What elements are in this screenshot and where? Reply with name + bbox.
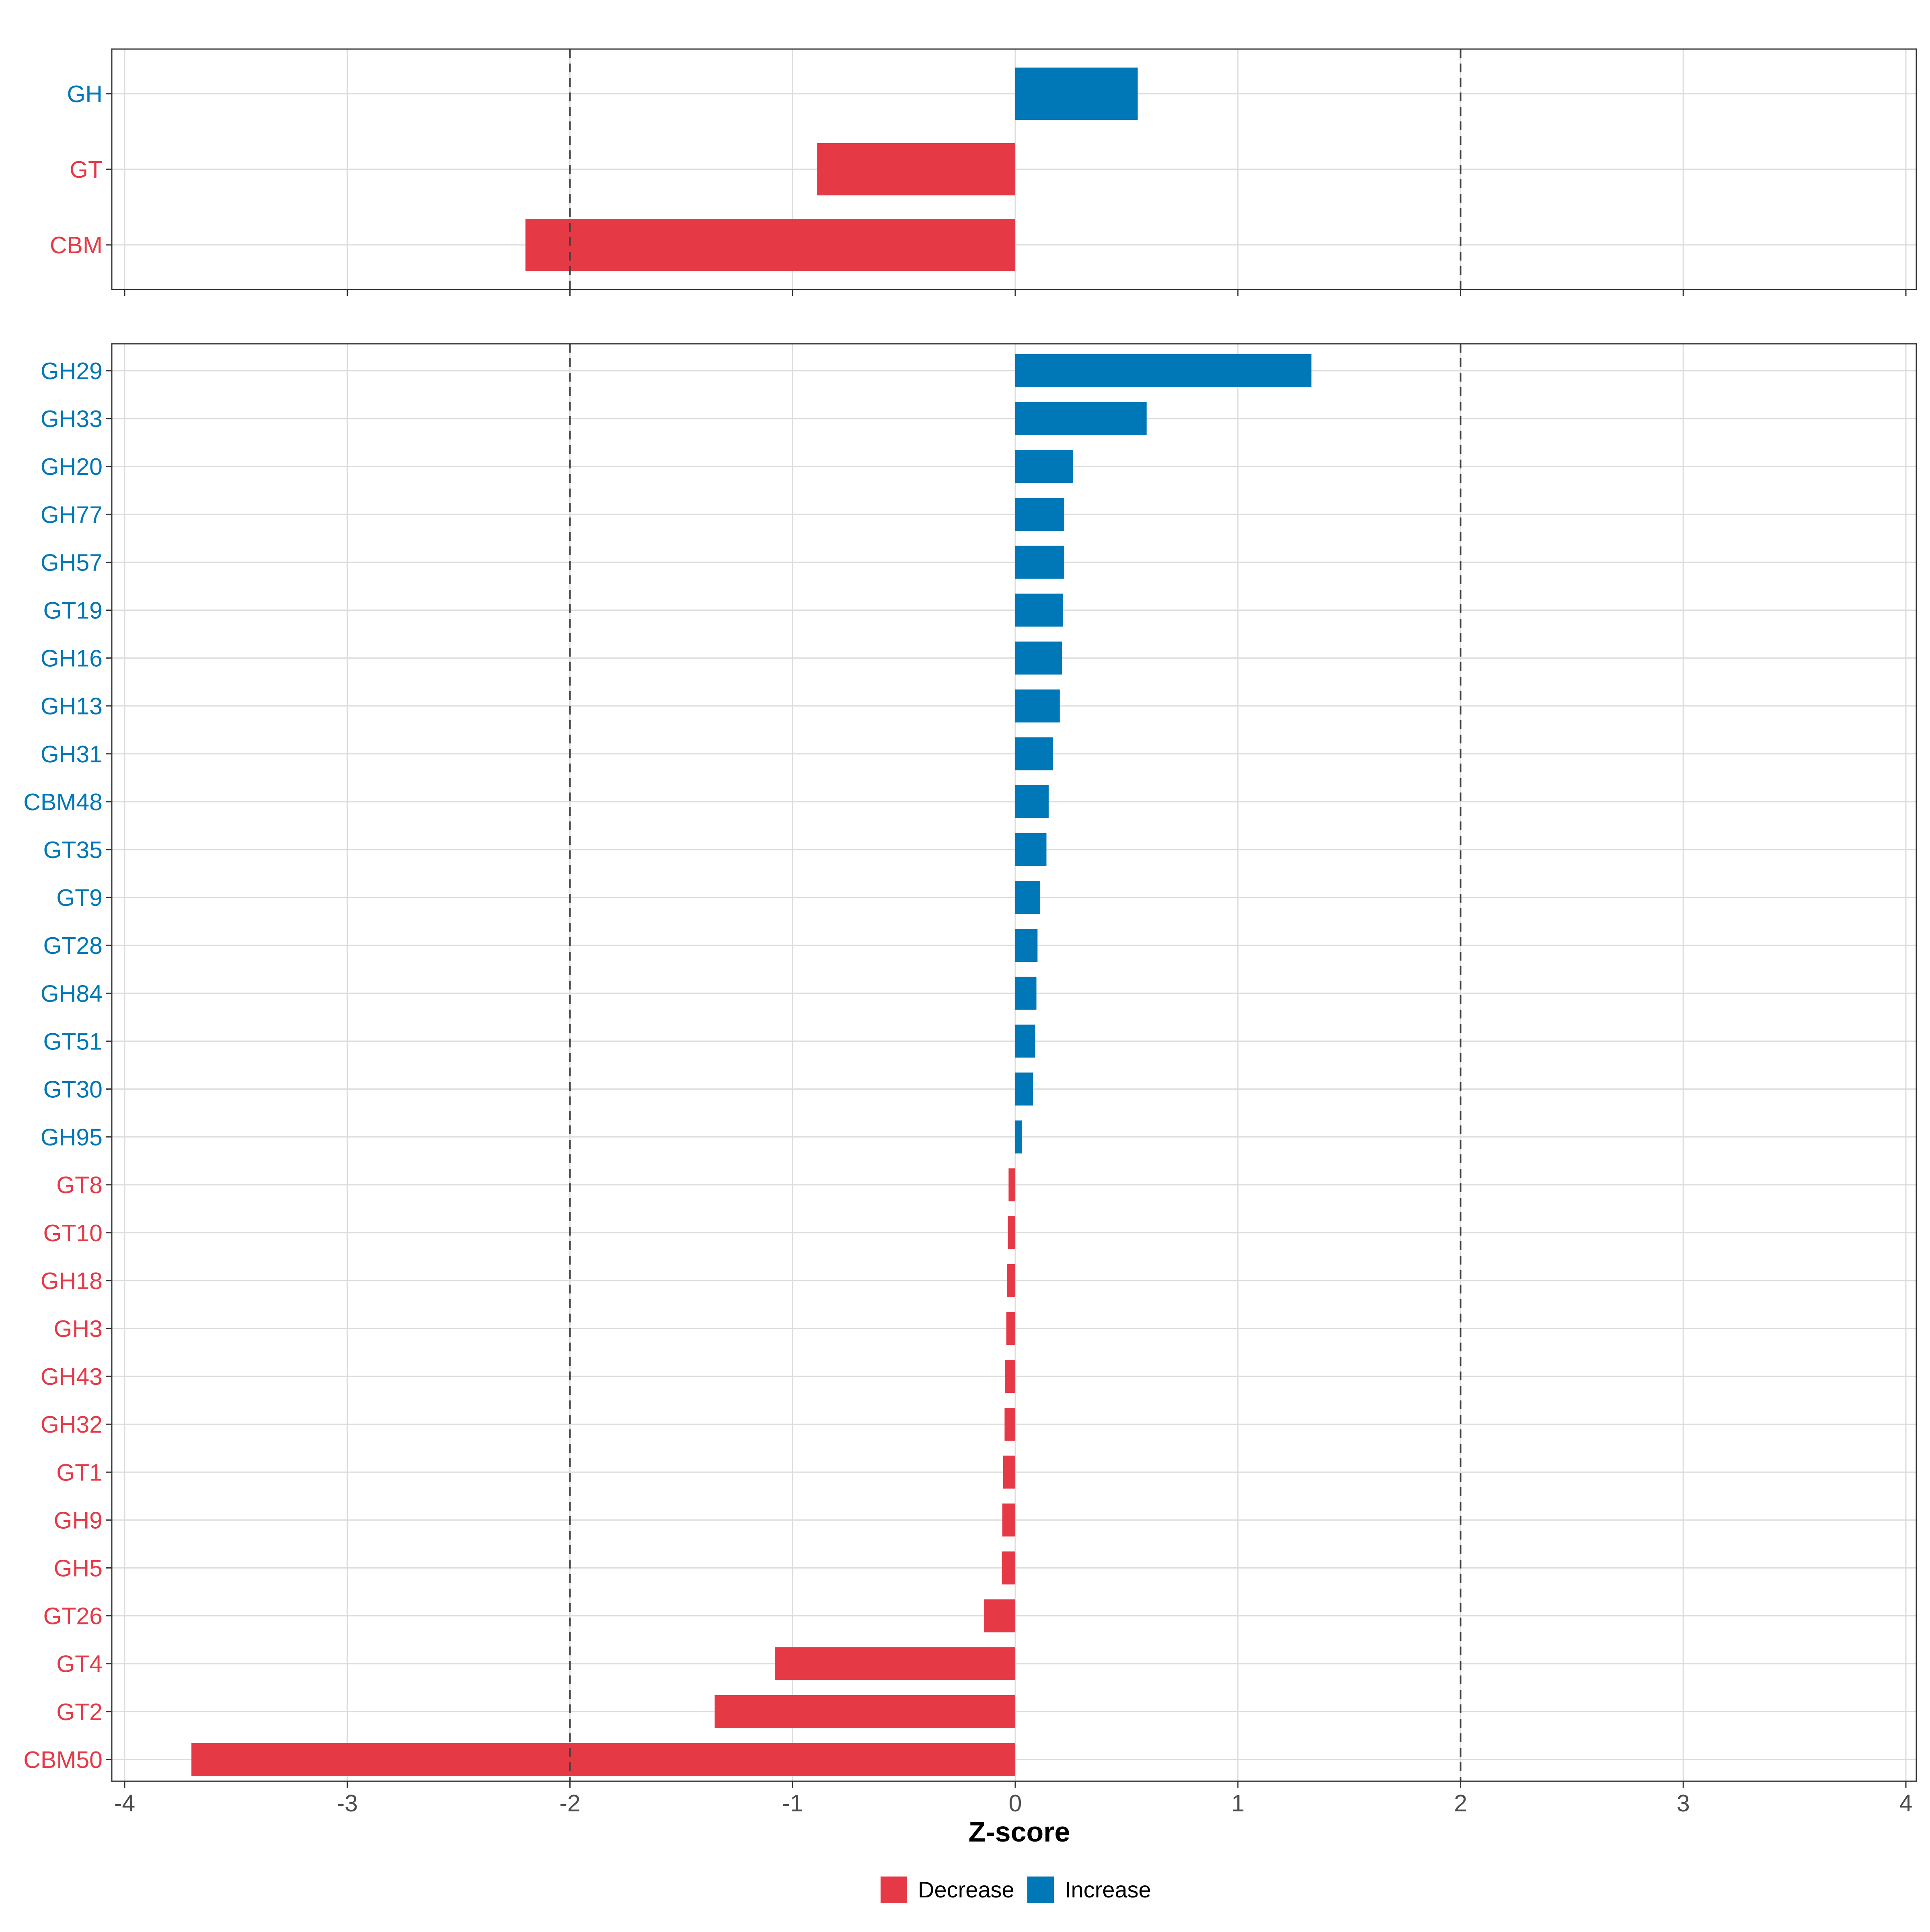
bar-gt1 bbox=[1003, 1456, 1015, 1489]
y-tick-label: GT28 bbox=[43, 932, 103, 959]
y-tick-label: GH bbox=[67, 81, 103, 107]
bar-gh95 bbox=[1015, 1120, 1022, 1154]
bar-gh bbox=[1015, 68, 1138, 120]
bar-gt30 bbox=[1015, 1072, 1033, 1106]
bar-gt8 bbox=[1008, 1168, 1015, 1201]
x-tick-label: 2 bbox=[1454, 1790, 1467, 1817]
y-tick-label: GT51 bbox=[43, 1028, 103, 1055]
bar-gt51 bbox=[1015, 1025, 1035, 1058]
bottom-panel: GH29 GH33 GH20 GH77 GH57 GT19 GH16 GH13 GH31 CBM4… bbox=[23, 343, 1917, 1788]
bar-gt2 bbox=[715, 1695, 1015, 1728]
y-tick-label: GT30 bbox=[43, 1076, 103, 1103]
y-tick-label: GH31 bbox=[41, 741, 103, 768]
legend-label-increase: Increase bbox=[1065, 1877, 1151, 1902]
x-tick-label: 3 bbox=[1677, 1790, 1690, 1817]
x-tick-label: 4 bbox=[1899, 1790, 1913, 1817]
y-tick-label: GH16 bbox=[41, 645, 103, 672]
legend-label-decrease: Decrease bbox=[918, 1877, 1014, 1902]
panel-background bbox=[112, 344, 1916, 1781]
bar-gh20 bbox=[1015, 450, 1073, 483]
y-tick-label: GH3 bbox=[54, 1316, 103, 1342]
y-tick-label: GT8 bbox=[56, 1172, 103, 1199]
x-axis: -4 -3 -2 -1 0 1 2 3 4 bbox=[114, 1790, 1913, 1817]
x-tick-label: -4 bbox=[114, 1790, 135, 1817]
bar-gh84 bbox=[1015, 977, 1037, 1010]
y-tick-label: GH57 bbox=[41, 549, 103, 576]
y-tick-label: GT19 bbox=[43, 597, 103, 624]
bar-gt19 bbox=[1015, 593, 1064, 627]
y-tick-label: GH43 bbox=[41, 1363, 103, 1390]
y-tick-label: GH95 bbox=[41, 1124, 103, 1151]
y-tick-label: GT4 bbox=[56, 1651, 103, 1677]
x-tick-label: 0 bbox=[1009, 1790, 1022, 1817]
top-panel: GH GT CBM bbox=[50, 48, 1917, 296]
y-tick-label: CBM48 bbox=[23, 789, 103, 815]
legend: Decrease Increase bbox=[881, 1877, 1151, 1903]
y-tick-label: GH84 bbox=[41, 980, 103, 1007]
x-tick-label: -1 bbox=[782, 1790, 803, 1817]
bar-gt28 bbox=[1015, 929, 1038, 962]
y-tick-label: GH77 bbox=[41, 501, 103, 528]
bar-gh29 bbox=[1015, 354, 1312, 387]
bar-gh32 bbox=[1004, 1408, 1015, 1441]
bar-gt9 bbox=[1015, 881, 1040, 914]
bar-gh43 bbox=[1005, 1360, 1015, 1393]
y-tick-label: GT35 bbox=[43, 837, 103, 863]
bar-gh9 bbox=[1002, 1503, 1015, 1537]
y-tick-label: GT10 bbox=[43, 1220, 103, 1246]
bar-cbm bbox=[525, 219, 1015, 271]
bar-gh77 bbox=[1015, 498, 1064, 531]
y-tick-label: GT1 bbox=[56, 1459, 103, 1486]
x-axis-title: Z-score bbox=[969, 1816, 1070, 1848]
bar-gh16 bbox=[1015, 641, 1062, 675]
legend-swatch-increase bbox=[1027, 1877, 1054, 1903]
bar-gh13 bbox=[1015, 689, 1060, 723]
bar-gh5 bbox=[1002, 1551, 1015, 1585]
legend-swatch-decrease bbox=[881, 1877, 907, 1903]
bar-gt bbox=[817, 143, 1015, 195]
y-tick-label: GT26 bbox=[43, 1603, 103, 1630]
y-tick-label: GH9 bbox=[54, 1507, 103, 1534]
y-tick-label: GT bbox=[70, 156, 103, 183]
panel-border bbox=[111, 343, 1917, 1782]
bar-cbm50 bbox=[191, 1743, 1015, 1776]
bar-gt4 bbox=[774, 1647, 1015, 1680]
bar-gt10 bbox=[1008, 1216, 1015, 1249]
x-tick-label: -3 bbox=[337, 1790, 358, 1817]
y-tick-label: GH29 bbox=[41, 358, 103, 384]
bar-gt35 bbox=[1015, 833, 1047, 866]
y-tick-label: GT2 bbox=[56, 1699, 103, 1725]
bar-cbm48 bbox=[1015, 785, 1049, 818]
y-tick-label: CBM50 bbox=[23, 1747, 103, 1773]
y-tick-label: CBM bbox=[50, 232, 103, 259]
y-tick-label: GH32 bbox=[41, 1411, 103, 1438]
bar-gh31 bbox=[1015, 737, 1053, 770]
y-tick-label: GH20 bbox=[41, 454, 103, 480]
y-tick-label: GH33 bbox=[41, 406, 103, 432]
y-tick-label: GH5 bbox=[54, 1555, 103, 1582]
panel-border bbox=[111, 48, 1917, 290]
bar-gt26 bbox=[984, 1599, 1015, 1632]
y-tick-label: GH18 bbox=[41, 1268, 103, 1294]
bar-gh57 bbox=[1015, 546, 1064, 579]
bar-gh3 bbox=[1006, 1312, 1015, 1345]
y-tick-label: GT9 bbox=[56, 885, 103, 911]
y-tick-label: GH13 bbox=[41, 693, 103, 720]
x-tick-label: 1 bbox=[1231, 1790, 1244, 1817]
bar-gh33 bbox=[1015, 402, 1147, 435]
x-tick-label: -2 bbox=[559, 1790, 580, 1817]
bar-gh18 bbox=[1007, 1264, 1015, 1297]
